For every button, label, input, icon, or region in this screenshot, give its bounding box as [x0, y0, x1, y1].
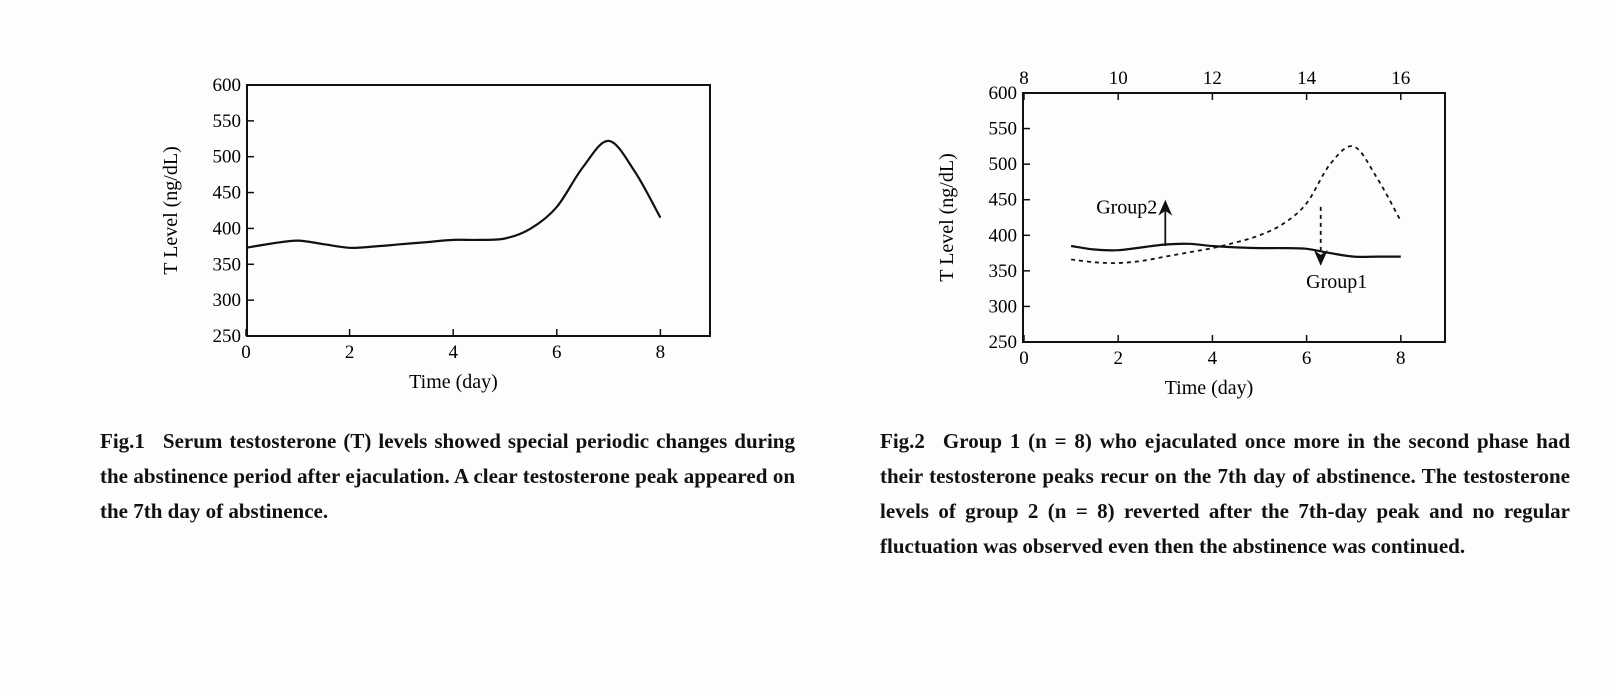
x-axis-label: Time (day)	[409, 371, 498, 393]
y-tick-label: 300	[989, 296, 1018, 317]
y-axis-label: T Level (ng/dL)	[936, 153, 958, 281]
figure-2-caption-label: Fig.2	[880, 429, 925, 453]
y-tick-label: 600	[989, 83, 1018, 104]
y-tick-label: 500	[989, 154, 1018, 175]
x-tick-label: 6	[1302, 348, 1312, 369]
y-tick-label: 300	[213, 290, 242, 311]
series-label-group2: Group2	[1096, 197, 1157, 219]
y-tick-label: 350	[989, 261, 1018, 282]
figure-2-caption: Fig.2 Group 1 (n = 8) who ejaculated once…	[880, 424, 1570, 564]
annotation-arrow-head	[1158, 199, 1173, 216]
x-tick-label: 0	[1019, 348, 1029, 369]
x2-tick-label: 10	[1109, 68, 1128, 89]
chart-2: 250 300 350 400 450 500 550 600 0 2 4 6 8 8 10 12 14 16 Ti…	[936, 68, 1446, 399]
y-tick-label: 400	[213, 218, 242, 239]
figure-1-caption-text: Serum testosterone (T) levels showed spe…	[100, 429, 795, 523]
x-tick-label: 0	[241, 342, 251, 363]
x2-tick-label: 8	[1019, 68, 1029, 89]
x-tick-label: 4	[448, 342, 458, 363]
figure-1-caption: Fig.1 Serum testosterone (T) levels showe…	[100, 424, 795, 529]
x-tick-label: 4	[1208, 348, 1218, 369]
x-axis-label: Time (day)	[1165, 377, 1254, 399]
y-tick-label: 350	[213, 254, 242, 275]
y-tick-label: 250	[213, 326, 242, 347]
y-tick-label: 550	[213, 111, 242, 132]
plot-frame	[1022, 92, 1446, 343]
y-tick-label: 250	[989, 332, 1018, 353]
series-line-1	[245, 139, 662, 249]
x2-tick-label: 16	[1391, 68, 1410, 89]
y-axis-label: T Level (ng/dL)	[160, 146, 182, 274]
y-tick-label: 600	[213, 75, 242, 96]
y-tick-label: 450	[989, 190, 1018, 211]
x-tick-label: 2	[1113, 348, 1123, 369]
annotation-arrow-head	[1313, 249, 1328, 266]
figure-1-caption-label: Fig.1	[100, 429, 145, 453]
plot-frame	[246, 84, 711, 337]
chart-1: 250 300 350 400 450 500 550 600 0 2 4 6 8 Time (day) T…	[160, 75, 711, 393]
series-line-group1	[1070, 242, 1401, 258]
x2-tick-label: 12	[1203, 68, 1222, 89]
y-tick-label: 450	[213, 183, 242, 204]
y-tick-label: 550	[989, 119, 1018, 140]
x2-tick-label: 14	[1297, 68, 1317, 89]
x-tick-label: 6	[552, 342, 562, 363]
y-tick-label: 400	[989, 225, 1018, 246]
figure-2-caption-text: Group 1 (n = 8) who ejaculated once more…	[880, 429, 1570, 558]
x-tick-label: 2	[345, 342, 355, 363]
x-tick-label: 8	[656, 342, 666, 363]
x-tick-label: 8	[1396, 348, 1406, 369]
series-label-group1: Group1	[1306, 271, 1367, 293]
y-tick-label: 500	[213, 147, 242, 168]
